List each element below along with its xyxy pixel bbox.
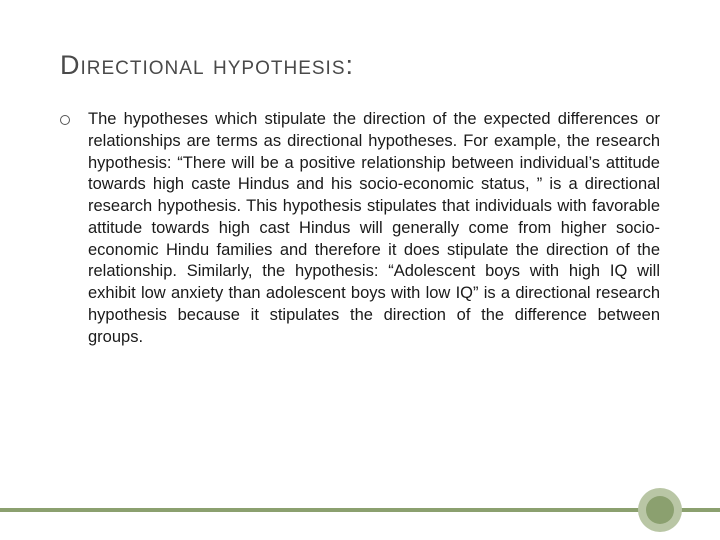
decorative-circle-inner [646,496,674,524]
bullet-marker [60,115,70,125]
slide-container: Directional hypothesis: The hypotheses w… [0,0,720,540]
footer-accent-line [0,508,720,512]
slide-title: Directional hypothesis: [60,50,660,81]
body-paragraph: The hypotheses which stipulate the direc… [88,109,660,348]
content-row: The hypotheses which stipulate the direc… [60,109,660,348]
